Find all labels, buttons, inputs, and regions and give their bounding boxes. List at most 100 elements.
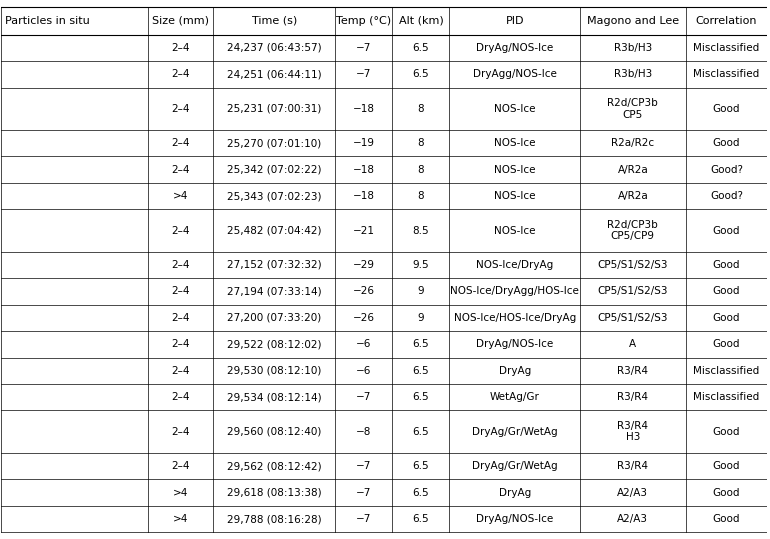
Text: DryAgg/NOS-Ice: DryAgg/NOS-Ice <box>473 70 557 79</box>
Text: R3b/H3: R3b/H3 <box>614 43 652 53</box>
Text: R3/R4: R3/R4 <box>618 366 648 376</box>
Text: Particles in situ: Particles in situ <box>5 16 90 26</box>
Text: Good: Good <box>713 260 740 270</box>
Text: −18: −18 <box>353 191 375 201</box>
Text: R2d/CP3b
CP5: R2d/CP3b CP5 <box>608 98 658 120</box>
Text: 25,270 (07:01:10): 25,270 (07:01:10) <box>227 138 321 148</box>
Text: 6.5: 6.5 <box>413 340 430 349</box>
Text: 27,194 (07:33:14): 27,194 (07:33:14) <box>227 286 322 296</box>
Text: 9.5: 9.5 <box>413 260 430 270</box>
Text: 25,342 (07:02:22): 25,342 (07:02:22) <box>227 164 322 175</box>
Text: A2/A3: A2/A3 <box>618 488 648 497</box>
Text: Good: Good <box>713 313 740 323</box>
Text: 2–4: 2–4 <box>172 260 190 270</box>
Text: Good?: Good? <box>710 191 743 201</box>
Text: 27,200 (07:33:20): 27,200 (07:33:20) <box>227 313 321 323</box>
Text: Good?: Good? <box>710 164 743 175</box>
Text: 2–4: 2–4 <box>172 164 190 175</box>
Text: 29,534 (08:12:14): 29,534 (08:12:14) <box>227 392 322 402</box>
Text: Misclassified: Misclassified <box>693 70 760 79</box>
Text: 29,530 (08:12:10): 29,530 (08:12:10) <box>227 366 322 376</box>
Text: Good: Good <box>713 225 740 236</box>
Text: 2–4: 2–4 <box>172 340 190 349</box>
Text: −7: −7 <box>357 392 372 402</box>
Text: Good: Good <box>713 138 740 148</box>
Text: −6: −6 <box>357 340 372 349</box>
Text: DryAg/NOS-Ice: DryAg/NOS-Ice <box>476 514 554 524</box>
Text: 2–4: 2–4 <box>172 392 190 402</box>
Text: −29: −29 <box>353 260 375 270</box>
Text: 8: 8 <box>417 138 424 148</box>
Text: WetAg/Gr: WetAg/Gr <box>490 392 540 402</box>
Text: NOS-Ice: NOS-Ice <box>494 138 535 148</box>
Text: 6.5: 6.5 <box>413 70 430 79</box>
Text: DryAg/Gr/WetAg: DryAg/Gr/WetAg <box>472 427 557 437</box>
Text: 2–4: 2–4 <box>172 225 190 236</box>
Text: R2a/R2c: R2a/R2c <box>611 138 654 148</box>
Text: >4: >4 <box>173 488 189 497</box>
Text: 8: 8 <box>417 164 424 175</box>
Text: −6: −6 <box>357 366 372 376</box>
Text: DryAg/NOS-Ice: DryAg/NOS-Ice <box>476 43 554 53</box>
Text: 2–4: 2–4 <box>172 461 190 471</box>
Text: 29,788 (08:16:28): 29,788 (08:16:28) <box>227 514 322 524</box>
Text: −8: −8 <box>357 427 372 437</box>
Text: Good: Good <box>713 488 740 497</box>
Text: −7: −7 <box>357 514 372 524</box>
Text: 8: 8 <box>417 191 424 201</box>
Text: −7: −7 <box>357 43 372 53</box>
Text: −19: −19 <box>353 138 375 148</box>
Text: 6.5: 6.5 <box>413 514 430 524</box>
Text: Alt (km): Alt (km) <box>399 16 444 26</box>
Text: R3/R4: R3/R4 <box>618 461 648 471</box>
Text: DryAg: DryAg <box>498 488 531 497</box>
Text: 25,231 (07:00:31): 25,231 (07:00:31) <box>227 103 322 114</box>
Text: Misclassified: Misclassified <box>693 43 760 53</box>
Text: 29,618 (08:13:38): 29,618 (08:13:38) <box>227 488 322 497</box>
Text: CP5/S1/S2/S3: CP5/S1/S2/S3 <box>598 286 668 296</box>
Text: NOS-Ice: NOS-Ice <box>494 164 535 175</box>
Text: 29,562 (08:12:42): 29,562 (08:12:42) <box>227 461 322 471</box>
Text: DryAg: DryAg <box>498 366 531 376</box>
Text: NOS-Ice: NOS-Ice <box>494 103 535 114</box>
Text: NOS-Ice: NOS-Ice <box>494 191 535 201</box>
Text: Magono and Lee: Magono and Lee <box>587 16 679 26</box>
Text: −21: −21 <box>353 225 375 236</box>
Text: 2–4: 2–4 <box>172 313 190 323</box>
Text: −7: −7 <box>357 70 372 79</box>
Text: 6.5: 6.5 <box>413 461 430 471</box>
Text: CP5/S1/S2/S3: CP5/S1/S2/S3 <box>598 313 668 323</box>
Text: −7: −7 <box>357 461 372 471</box>
Text: 6.5: 6.5 <box>413 488 430 497</box>
Text: −26: −26 <box>353 313 375 323</box>
Text: DryAg/NOS-Ice: DryAg/NOS-Ice <box>476 340 554 349</box>
Text: Good: Good <box>713 427 740 437</box>
Text: Good: Good <box>713 286 740 296</box>
Text: 6.5: 6.5 <box>413 427 430 437</box>
Text: DryAg/Gr/WetAg: DryAg/Gr/WetAg <box>472 461 557 471</box>
Text: Time (s): Time (s) <box>252 16 297 26</box>
Text: A/R2a: A/R2a <box>618 164 648 175</box>
Text: R3/R4: R3/R4 <box>618 392 648 402</box>
Text: 8.5: 8.5 <box>413 225 430 236</box>
Text: R3b/H3: R3b/H3 <box>614 70 652 79</box>
Text: 2–4: 2–4 <box>172 103 190 114</box>
Text: R3/R4
H3: R3/R4 H3 <box>618 421 648 443</box>
Text: >4: >4 <box>173 514 189 524</box>
Text: NOS-Ice/HOS-Ice/DryAg: NOS-Ice/HOS-Ice/DryAg <box>454 313 576 323</box>
Text: A2/A3: A2/A3 <box>618 514 648 524</box>
Text: 8: 8 <box>417 103 424 114</box>
Text: −7: −7 <box>357 488 372 497</box>
Text: CP5/S1/S2/S3: CP5/S1/S2/S3 <box>598 260 668 270</box>
Text: 25,343 (07:02:23): 25,343 (07:02:23) <box>227 191 322 201</box>
Text: 2–4: 2–4 <box>172 138 190 148</box>
Text: 2–4: 2–4 <box>172 366 190 376</box>
Text: >4: >4 <box>173 191 189 201</box>
Text: A/R2a: A/R2a <box>618 191 648 201</box>
Text: Good: Good <box>713 461 740 471</box>
Text: Correlation: Correlation <box>696 16 757 26</box>
Text: Good: Good <box>713 103 740 114</box>
Text: Good: Good <box>713 514 740 524</box>
Text: Misclassified: Misclassified <box>693 366 760 376</box>
Text: 6.5: 6.5 <box>413 43 430 53</box>
